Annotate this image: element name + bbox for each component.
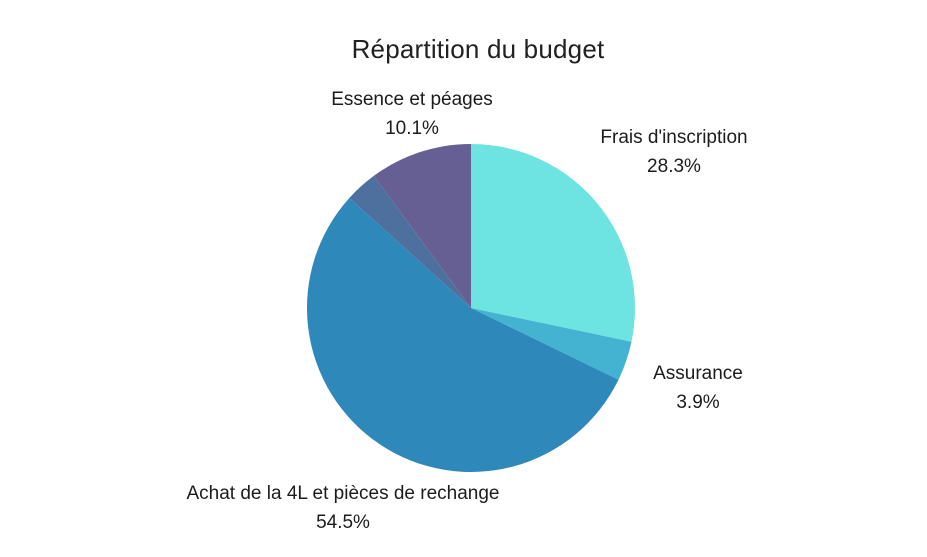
pie-slice-4 xyxy=(373,144,471,308)
slice-label-assurance-pct: 3.9% xyxy=(676,392,720,413)
slice-label-achat-4l: Achat de la 4L et pièces de rechange 54.… xyxy=(186,479,499,537)
pie-slice-1 xyxy=(471,308,632,380)
slice-label-frais-pct: 28.3% xyxy=(647,156,701,177)
slice-label-essence-pct: 10.1% xyxy=(385,118,439,139)
pie-slice-2 xyxy=(307,198,619,472)
slice-label-frais-name: Frais d'inscription xyxy=(600,127,748,148)
slice-label-frais-inscription: Frais d'inscription 28.3% xyxy=(600,123,747,181)
slice-label-essence: Essence et péages 10.1% xyxy=(331,85,493,143)
chart-title: Répartition du budget xyxy=(351,34,605,64)
pie-slice-0 xyxy=(471,143,636,342)
slice-label-essence-name: Essence et péages xyxy=(331,89,493,110)
slice-label-assurance: Assurance 3.9% xyxy=(653,359,743,417)
pie-slice-3 xyxy=(349,175,471,308)
slice-label-assurance-name: Assurance xyxy=(653,363,743,384)
slice-label-achat-pct: 54.5% xyxy=(316,512,370,533)
slice-label-achat-name: Achat de la 4L et pièces de rechange xyxy=(186,483,500,504)
